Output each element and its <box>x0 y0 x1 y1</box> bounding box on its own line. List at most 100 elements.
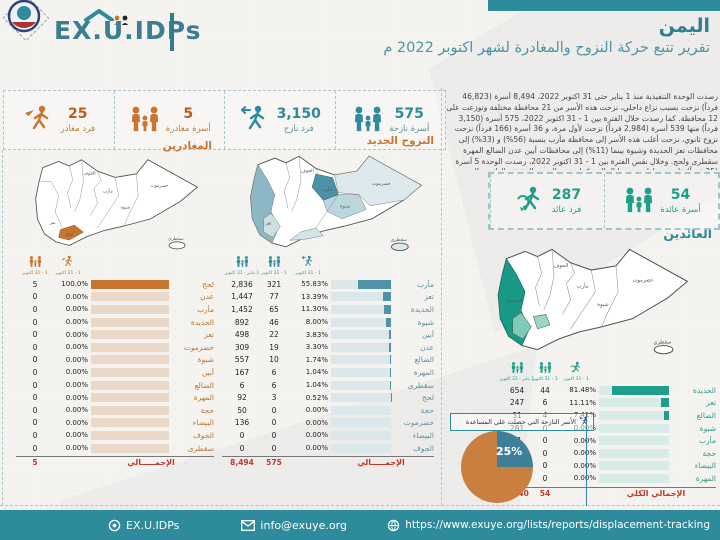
svg-text:الحديدة: الحديدة <box>507 298 523 304</box>
percent-value: 0.00% <box>573 436 596 445</box>
footer-email[interactable]: info@exuye.org <box>241 519 347 532</box>
governorate-name: شبوة <box>417 317 434 327</box>
bar <box>91 355 169 365</box>
dashed-divider <box>441 88 442 505</box>
footer-bar: EX.U.IDPs info@exuye.org https://www.exu… <box>0 510 720 540</box>
bar <box>91 380 169 390</box>
percent-value: 81.48% <box>569 386 596 395</box>
families-count: 0 <box>32 292 38 302</box>
percent-value: 0.00% <box>305 444 328 453</box>
cumulative-count: 892 <box>234 317 250 327</box>
percent-value: 8.00% <box>305 318 328 327</box>
table-row: حضرموت 0.00% 0 <box>16 341 214 354</box>
table-row: شبوة 0.00% 0 <box>16 354 214 367</box>
cumulative-count: 309 <box>234 342 250 352</box>
bar <box>331 405 391 415</box>
families-count: 3 <box>271 393 277 403</box>
bar <box>91 304 169 314</box>
map-new-displacement: الجوف مأرب حضرموت شبوة تعز سقطرى <box>250 155 423 251</box>
percent-value: 0.00% <box>65 368 88 377</box>
families-count: 44 <box>540 385 550 395</box>
governorate-name: سقطرى <box>407 380 434 390</box>
families-count: 22 <box>269 330 279 340</box>
family-icon <box>128 104 160 136</box>
table-header: 1 - 31 اكتوبر 1 - 31 اكتوبر <box>16 250 214 278</box>
table-row: المهرة 1.04% 6 167 <box>222 366 434 379</box>
column-header-cumulative: 1 يناير - 31 اكتوبر <box>224 255 260 277</box>
bar <box>91 418 169 428</box>
families-count: 0 <box>32 380 38 390</box>
bar <box>599 423 669 433</box>
departing-person-icon <box>23 104 55 136</box>
families-count: 0 <box>271 430 277 440</box>
governorate-name: الضالع <box>414 355 434 365</box>
governorate-name: حضرموت <box>403 418 434 428</box>
percent-value: 0.00% <box>65 292 88 301</box>
governorate-name: البيضاء <box>694 461 716 471</box>
new-displacement-table: 1 - 31 اكتوبر 1 - 31 اكتوبر 1 يناير - 31… <box>222 250 434 467</box>
bar <box>599 385 669 395</box>
svg-text:الجوف: الجوف <box>554 263 568 269</box>
bar <box>91 330 169 340</box>
stat-departed-individuals: 25 فرد مغادر <box>4 91 114 149</box>
svg-text:شبوة: شبوة <box>340 205 350 210</box>
report-title: تقرير تتبع حركة النزوح والمغادرة لشهر اك… <box>383 40 710 56</box>
families-count: 0 <box>32 443 38 453</box>
bar <box>91 279 169 289</box>
governorate-name: البيضاء <box>192 418 214 428</box>
governorate-name: مأرب <box>197 304 214 314</box>
bar <box>91 317 169 327</box>
percent-value: 0.00% <box>573 474 596 483</box>
svg-text:الجوف: الجوف <box>83 172 95 177</box>
percent-value: 0.00% <box>305 418 328 427</box>
two-people-icon <box>112 10 130 29</box>
governorate-name: أبين <box>201 367 214 377</box>
families-count: 0 <box>32 317 38 327</box>
returning-person-icon <box>514 185 546 217</box>
governorate-name: حجة <box>420 405 435 415</box>
governorate-name: لحج <box>202 279 214 289</box>
svg-text:سقطرى: سقطرى <box>168 237 184 242</box>
column-header-percent: 1 - 31 اكتوبر <box>48 255 88 277</box>
bar <box>331 279 391 289</box>
families-count: 10 <box>269 355 279 365</box>
governorate-name: عدن <box>420 342 434 352</box>
families-count: 0 <box>32 405 38 415</box>
bar <box>599 436 669 446</box>
dashed-divider <box>0 505 720 506</box>
stat-departed-families: 5 أسرة مغادرة <box>113 91 225 149</box>
cumulative-count: 0 <box>239 430 245 440</box>
returnee-stats-box: 287 فرد عائد 54 أسرة عائدة <box>488 172 720 230</box>
assistance-pie-chart <box>461 431 533 503</box>
percent-value: 0.00% <box>65 318 88 327</box>
cumulative-count: 167 <box>234 367 250 377</box>
governorate-name: الجوف <box>193 430 214 440</box>
table-rows: مأرب 55.83% 321 2,836 تعز 13.39% 77 1,447 الحديد… <box>222 278 434 454</box>
percent-value: 11.11% <box>569 398 596 407</box>
percent-value: 11.30% <box>301 305 328 314</box>
bar <box>599 398 669 408</box>
governorate-name: حجة <box>702 448 717 458</box>
footer-url[interactable]: https://www.exuye.org/lists/reports/disp… <box>387 519 710 532</box>
table-row: المهرة 0.00% 0 <box>16 391 214 404</box>
families-count: 0 <box>32 393 38 403</box>
bar <box>331 292 391 302</box>
percent-value: 0.52% <box>305 393 328 402</box>
agency-seal-logo <box>2 0 50 56</box>
families-count: 0 <box>32 418 38 428</box>
bar <box>91 342 169 352</box>
bar <box>331 393 391 403</box>
total-families: 5 <box>32 458 38 468</box>
families-count: 0 <box>32 330 38 340</box>
svg-text:سقطرى: سقطرى <box>391 237 407 243</box>
family-icon <box>538 361 552 377</box>
svg-text:لحج: لحج <box>66 233 73 238</box>
section-label-departures: المغادرين <box>162 140 212 152</box>
table-row: لحج 100.0% 5 <box>16 278 214 291</box>
table-row: حجة 0.00% 0 50 <box>222 404 434 417</box>
svg-text:شبوة: شبوة <box>597 302 608 308</box>
pie-percent-label: 25% <box>496 445 523 458</box>
families-count: 321 <box>266 279 282 289</box>
governorate-name: البيضاء <box>412 430 434 440</box>
table-total-row: الإجمـــــالي 5 <box>16 456 214 467</box>
